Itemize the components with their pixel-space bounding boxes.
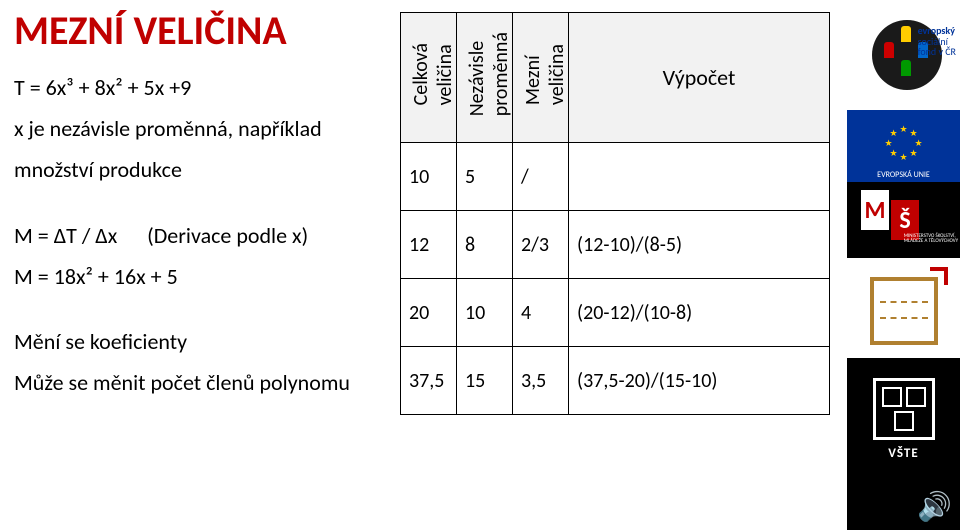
table-row: 10 5 /: [401, 143, 830, 211]
esf-text: fond v ČR: [918, 45, 956, 58]
col-header-mezni: Mezníveličina: [513, 13, 569, 143]
col-header-vypocet: Výpočet: [569, 13, 830, 143]
text-line: Mění se koeficienty: [14, 324, 384, 359]
cell: (37,5-20)/(15-10): [569, 347, 830, 415]
cell: 10: [457, 279, 513, 347]
ms-letter: M: [861, 190, 889, 230]
text-line: množství produkce: [14, 152, 384, 187]
cell: 12: [401, 211, 457, 279]
formula-t: T = 6x³ + 8x² + 5x +9: [14, 70, 384, 105]
cell: (12-10)/(8-5): [569, 211, 830, 279]
cell: 4: [513, 279, 569, 347]
formula-m: M = 18x² + 16x + 5: [14, 259, 384, 294]
op-logo: [847, 258, 960, 358]
table-row: 20 10 4 (20-12)/(10-8): [401, 279, 830, 347]
cell: 5: [457, 143, 513, 211]
text-span: (Derivace podle x): [147, 222, 308, 249]
cell: (20-12)/(10-8): [569, 279, 830, 347]
esf-logo: evropský sociální fond v ČR: [847, 0, 960, 110]
cell: /: [513, 143, 569, 211]
cell: 20: [401, 279, 457, 347]
ms-text: MLÁDEŽE A TĚLOVÝCHOVY: [904, 238, 958, 244]
cell: 8: [457, 211, 513, 279]
vste-logo: VŠTE 🔊: [847, 358, 960, 530]
table-header-row: Celkováveličina Nezávisleproměnná Meznív…: [401, 13, 830, 143]
logo-strip: evropský sociální fond v ČR ★ ★ ★ ★ ★ ★ …: [847, 0, 960, 530]
table-row: 12 8 2/3 (12-10)/(8-5): [401, 211, 830, 279]
left-text-block: T = 6x³ + 8x² + 5x +9 x je nezávisle pro…: [14, 70, 384, 406]
cell: 37,5: [401, 347, 457, 415]
table-row: 37,5 15 3,5 (37,5-20)/(15-10): [401, 347, 830, 415]
eu-stars-icon: ★ ★ ★ ★ ★ ★ ★ ★: [885, 127, 923, 165]
speaker-icon: 🔊: [917, 489, 952, 524]
text-line: Může se měnit počet členů polynomu: [14, 365, 384, 400]
vste-label: VŠTE: [847, 446, 960, 461]
formula-m-delta: M = ΔT / Δx (Derivace podle x): [14, 218, 384, 253]
page-title: MEZNÍ VELIČINA: [14, 6, 287, 55]
eu-logo: ★ ★ ★ ★ ★ ★ ★ ★ EVROPSKÁ UNIE: [847, 110, 960, 182]
col-header-celkova: Celkováveličina: [401, 13, 457, 143]
cell: 2/3: [513, 211, 569, 279]
text-line: x je nezávisle proměnná, například: [14, 111, 384, 146]
text-span: M = ΔT / Δx: [14, 222, 117, 249]
cell: [569, 143, 830, 211]
eu-label: EVROPSKÁ UNIE: [847, 170, 960, 180]
cell: 15: [457, 347, 513, 415]
msmt-logo: M Š MINISTERSTVO ŠKOLSTVÍ, MLÁDEŽE A TĚL…: [847, 182, 960, 258]
data-table: Celkováveličina Nezávisleproměnná Meznív…: [400, 12, 830, 415]
cell: 3,5: [513, 347, 569, 415]
cell: 10: [401, 143, 457, 211]
col-header-nezavisle: Nezávisleproměnná: [457, 13, 513, 143]
